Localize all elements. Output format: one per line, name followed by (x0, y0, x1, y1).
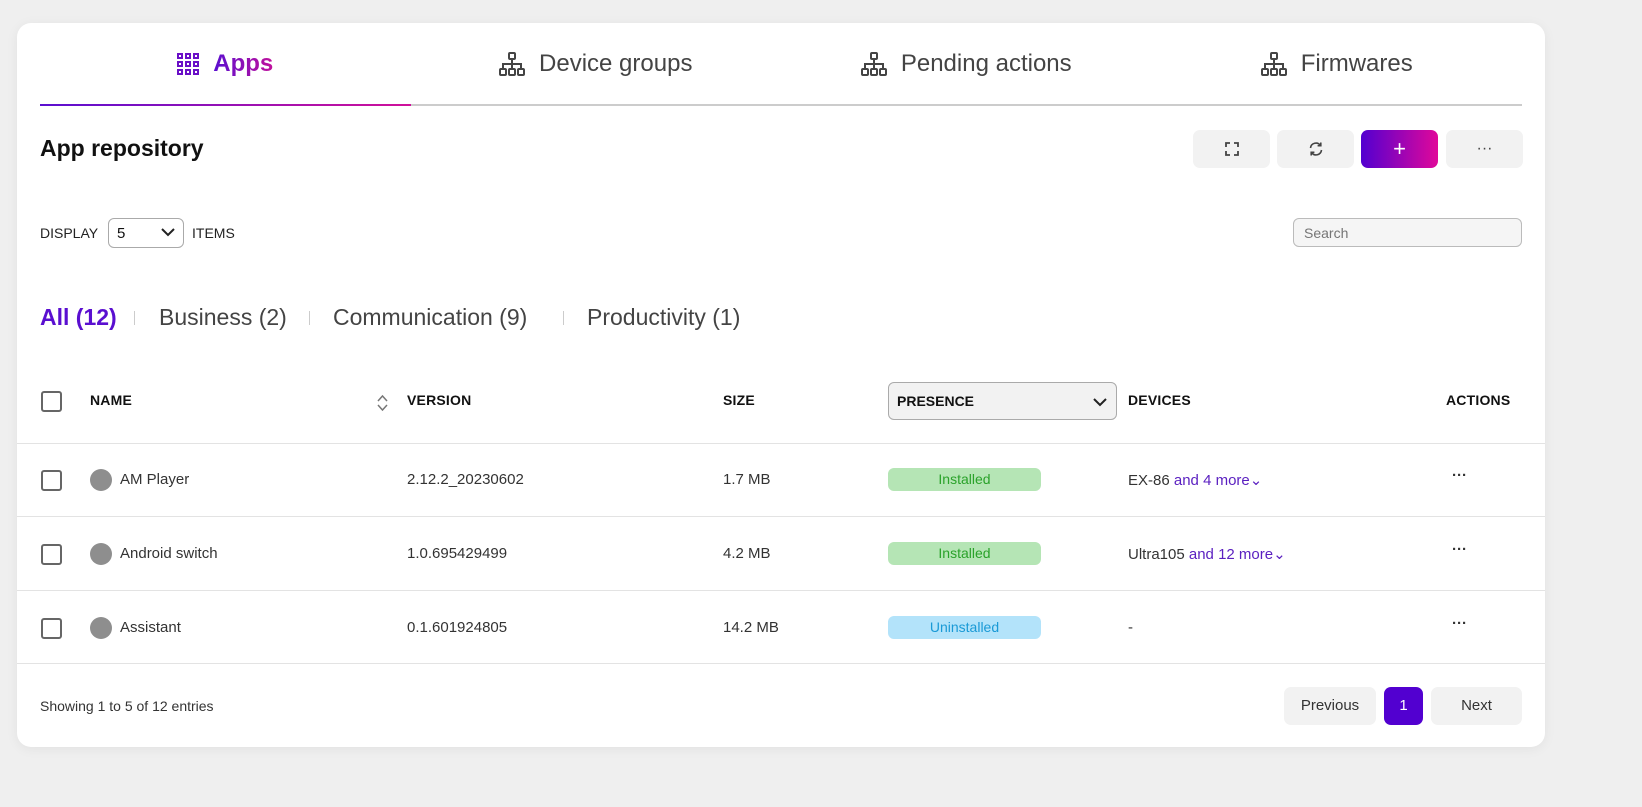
status-badge: Installed (888, 542, 1041, 565)
status-badge: Installed (888, 468, 1041, 491)
app-size: 4.2 MB (723, 545, 771, 562)
row-checkbox[interactable] (41, 544, 62, 565)
divider (17, 516, 1545, 517)
sort-icon[interactable] (376, 394, 389, 412)
refresh-button[interactable] (1277, 130, 1354, 168)
divider (17, 443, 1545, 444)
status-badge: Uninstalled (888, 616, 1041, 639)
divider (309, 311, 310, 325)
column-actions: ACTIONS (1446, 392, 1511, 408)
category-productivity[interactable]: Productivity (1) (587, 304, 741, 330)
add-app-button[interactable]: + (1361, 130, 1438, 168)
chevron-down-icon[interactable]: ⌄ (1273, 546, 1286, 563)
tab-apps[interactable]: Apps (40, 23, 411, 106)
row-actions-button[interactable]: ··· (1452, 615, 1467, 632)
app-name: Assistant (120, 619, 181, 636)
more-devices-link[interactable]: and 4 more (1173, 472, 1250, 489)
row-checkbox[interactable] (41, 618, 62, 639)
app-version: 0.1.601924805 (407, 619, 508, 636)
grid-icon (177, 52, 200, 75)
app-icon (90, 469, 112, 491)
app-name: AM Player (120, 471, 190, 488)
chevron-down-icon[interactable]: ⌄ (1249, 472, 1263, 489)
divider (563, 311, 564, 325)
tab-pending-actions[interactable]: Pending actions (781, 23, 1152, 104)
device-name: EX-86 (1128, 472, 1170, 489)
main-tabs: Apps Device groups Pending actions Firmw… (40, 23, 1522, 106)
app-name: Android switch (120, 545, 218, 562)
divider (17, 590, 1545, 591)
column-version: VERSION (407, 392, 472, 408)
app-version: 2.12.2_20230602 (407, 471, 524, 488)
search-input[interactable] (1293, 218, 1522, 247)
app-icon (90, 617, 112, 639)
category-all[interactable]: All (12) (40, 304, 117, 330)
app-card: Apps Device groups Pending actions Firmw… (17, 23, 1545, 747)
page-title: App repository (40, 135, 204, 161)
page-size-value: 5 (117, 225, 126, 242)
device-name: - (1128, 619, 1133, 636)
previous-page-button[interactable]: Previous (1284, 687, 1376, 725)
tab-label: Firmwares (1300, 49, 1413, 77)
column-devices: DEVICES (1128, 392, 1191, 408)
more-devices-link[interactable]: and 12 more (1188, 546, 1274, 563)
entries-info: Showing 1 to 5 of 12 entries (40, 698, 214, 714)
items-label: ITEMS (192, 225, 235, 241)
devices-cell: EX-86 and 4 more⌄ (1128, 471, 1262, 489)
app-size: 14.2 MB (723, 619, 779, 636)
row-actions-button[interactable]: ··· (1452, 467, 1467, 484)
fullscreen-icon (1224, 142, 1239, 156)
select-all-checkbox[interactable] (41, 391, 62, 412)
category-communication[interactable]: Communication (9) (333, 304, 528, 330)
tab-label: Apps (213, 49, 274, 77)
column-name[interactable]: NAME (90, 392, 133, 408)
hierarchy-icon (499, 51, 526, 76)
app-size: 1.7 MB (723, 471, 771, 488)
column-presence: PRESENCE (897, 393, 975, 409)
hierarchy-icon (860, 51, 887, 76)
row-actions-button[interactable]: ··· (1452, 541, 1467, 558)
fullscreen-button[interactable] (1193, 130, 1270, 168)
app-version: 1.0.695429499 (407, 545, 508, 562)
tab-label: Pending actions (900, 49, 1072, 77)
app-icon (90, 543, 112, 565)
devices-cell: Ultra105 and 12 more⌄ (1128, 545, 1286, 563)
display-label: DISPLAY (40, 225, 99, 241)
page-1-button[interactable]: 1 (1384, 687, 1423, 725)
next-page-button[interactable]: Next (1431, 687, 1522, 725)
chevron-down-icon (161, 228, 175, 237)
tab-device-groups[interactable]: Device groups (411, 23, 782, 104)
more-options-button[interactable]: ··· (1446, 130, 1523, 168)
divider (17, 663, 1545, 664)
divider (134, 311, 135, 325)
tab-firmwares[interactable]: Firmwares (1152, 23, 1523, 104)
page-size-select[interactable]: 5 (108, 218, 184, 248)
tab-label: Device groups (539, 49, 693, 77)
device-name: Ultra105 (1128, 546, 1185, 563)
presence-filter-select[interactable]: PRESENCE (888, 382, 1117, 420)
chevron-down-icon (1093, 398, 1107, 407)
hierarchy-icon (1260, 51, 1287, 76)
category-business[interactable]: Business (2) (159, 304, 287, 330)
column-size: SIZE (723, 392, 755, 408)
row-checkbox[interactable] (41, 470, 62, 491)
refresh-icon (1309, 142, 1322, 156)
